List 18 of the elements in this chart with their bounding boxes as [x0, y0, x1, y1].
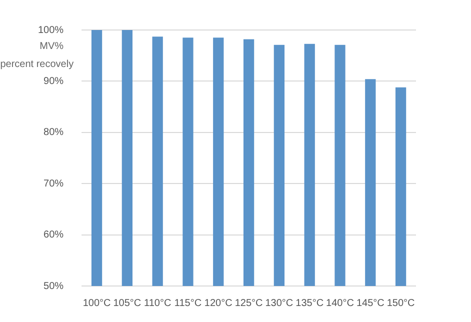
- x-tick-label: 115°C: [174, 298, 202, 309]
- y-tick-label: 70%: [44, 178, 64, 190]
- x-tick-label: 130°C: [265, 298, 294, 309]
- x-tick-label: 150°C: [386, 298, 415, 309]
- x-tick-label: 100°C: [82, 298, 111, 309]
- x-tick-label: 145°C: [356, 298, 384, 309]
- y-tick-label: 60%: [44, 230, 64, 241]
- y-tick-label: 100%: [38, 24, 64, 36]
- y-axis-title: MV% percent recovely: [0, 40, 74, 70]
- x-tick-label: 105°C: [113, 298, 142, 309]
- x-tick-label: 140°C: [326, 298, 354, 309]
- x-tick-label: 135°C: [296, 298, 324, 309]
- x-tick-label: 125°C: [234, 298, 263, 309]
- y-tick-label: 80%: [44, 127, 64, 138]
- x-tick-label: 120°C: [204, 298, 232, 309]
- x-tick-label: 110°C: [144, 298, 172, 309]
- y-tick-label: 50%: [44, 280, 64, 292]
- y-tick-label: 90%: [44, 76, 64, 87]
